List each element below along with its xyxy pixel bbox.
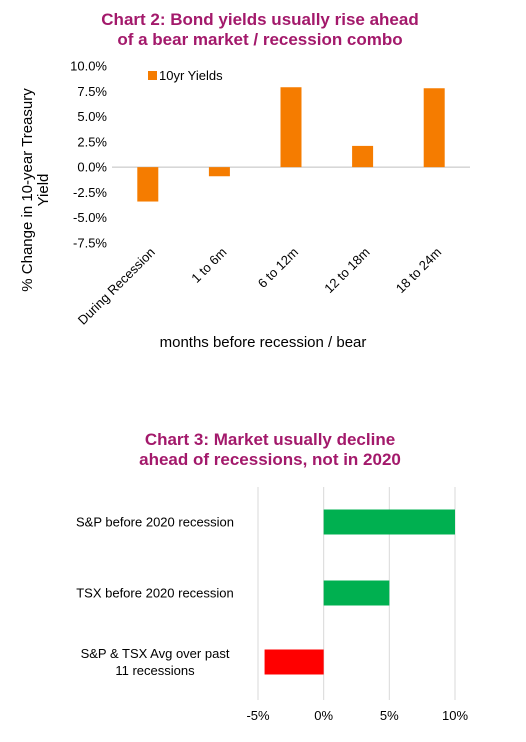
y-category-label: S&P & TSX Avg over past 11 recessions	[81, 646, 230, 678]
chart3-title-line1: Chart 3: Market usually decline	[144, 430, 396, 449]
legend-swatch	[148, 71, 157, 80]
bar	[323, 580, 390, 606]
y-tick-label: 5.0%	[77, 109, 107, 124]
chart2-plot: 10.0%7.5%5.0%2.5%0.0%-2.5%-5.0%-7.5%Duri…	[19, 59, 470, 351]
y-tick-label: 2.5%	[77, 134, 107, 149]
legend-label: 10yr Yields	[159, 68, 223, 83]
x-tick-label: 10%	[442, 708, 468, 723]
bar	[208, 167, 230, 177]
y-category-label-line: 11 recessions	[115, 663, 195, 678]
chart2-title-line2: of a bear market / recession combo	[117, 30, 403, 49]
bar	[423, 88, 445, 168]
bar	[352, 145, 374, 168]
bar	[264, 649, 324, 675]
y-tick-label: 0.0%	[77, 160, 107, 175]
y-axis-title: % Change in 10-year TreasuryYield	[19, 88, 52, 292]
x-axis-title: months before recession / bear	[160, 334, 367, 351]
y-tick-label: -2.5%	[73, 185, 107, 200]
bar	[137, 167, 159, 202]
x-tick-label: 0%	[314, 708, 333, 723]
y-category-label: TSX before 2020 recession	[76, 586, 234, 601]
y-axis-title-line: % Change in 10-year Treasury	[19, 88, 36, 292]
y-category-label-line: S&P before 2020 recession	[76, 515, 234, 530]
bar	[323, 509, 455, 535]
chart3-title-line2: ahead of recessions, not in 2020	[139, 450, 401, 469]
x-tick-label: 5%	[380, 708, 399, 723]
y-tick-label: -7.5%	[73, 236, 107, 251]
y-category-label-line: TSX before 2020 recession	[76, 586, 234, 601]
y-tick-label: 10.0%	[70, 59, 107, 74]
y-category-label-line: S&P & TSX Avg over past	[81, 646, 230, 661]
y-tick-label: 7.5%	[77, 84, 107, 99]
y-tick-label: -5.0%	[73, 210, 107, 225]
x-tick-label: -5%	[246, 708, 270, 723]
chart3-title: Chart 3: Market usually decline ahead of…	[70, 430, 470, 470]
y-axis-title-line: Yield	[35, 174, 52, 207]
chart2-title-line1: Chart 2: Bond yields usually rise ahead	[101, 10, 419, 29]
y-category-label: S&P before 2020 recession	[76, 515, 234, 530]
bar	[280, 87, 302, 168]
chart2-title: Chart 2: Bond yields usually rise ahead …	[40, 10, 480, 50]
